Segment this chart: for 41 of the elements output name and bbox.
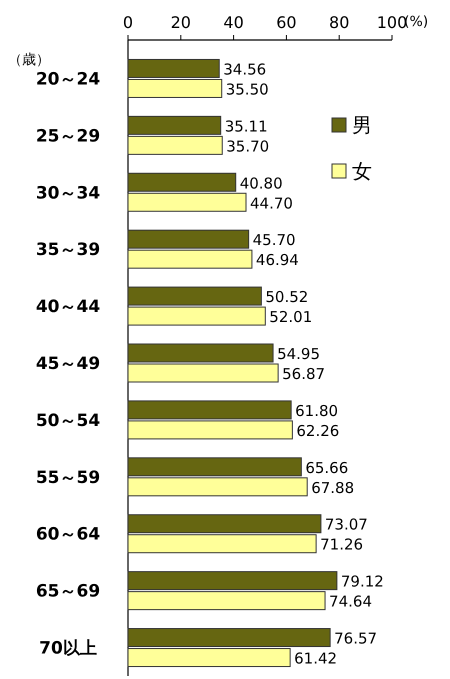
data-label: 61.80 (295, 402, 338, 420)
y-tick-label: 40～44 (36, 297, 100, 318)
data-label: 73.07 (324, 516, 368, 534)
y-tick-label: 60～64 (36, 524, 100, 545)
x-tick-label: 40 (223, 13, 244, 32)
x-tick-label: 60 (276, 13, 297, 32)
data-label: 35.11 (224, 117, 268, 136)
legend-label: 男 (352, 113, 372, 137)
data-label: 46.94 (256, 251, 299, 270)
data-label: 35.70 (226, 137, 270, 156)
data-label: 79.12 (340, 572, 384, 591)
y-tick-label: 45～49 (36, 354, 100, 374)
data-label: 52.01 (269, 308, 312, 326)
x-tick-label: 20 (170, 13, 191, 32)
y-tick-label: 50～54 (36, 410, 100, 431)
y-tick-label: 35～39 (36, 240, 100, 260)
data-label: 76.57 (334, 630, 378, 648)
y-tick-label: 55～59 (36, 468, 100, 488)
y-tick-label: 20～24 (36, 69, 100, 90)
data-label: 62.26 (296, 422, 340, 440)
data-label: 67.88 (311, 478, 354, 497)
y-tick-label: 65～69 (36, 582, 100, 602)
data-label: 61.42 (294, 650, 338, 668)
data-label: 54.95 (277, 345, 320, 363)
data-label: 56.87 (282, 365, 326, 383)
data-label: 65.66 (305, 458, 348, 477)
x-tick-label: 0 (122, 13, 134, 32)
data-label: 50.52 (265, 288, 308, 306)
y-tick-label: 30～34 (36, 183, 100, 204)
data-label: 71.26 (320, 536, 364, 554)
data-label: 34.56 (223, 60, 266, 78)
data-label: 74.64 (329, 592, 372, 611)
data-label: 35.50 (226, 80, 269, 98)
y-axis-title: （歳） (8, 52, 50, 68)
data-label: 44.70 (250, 194, 293, 212)
data-label: 45.70 (252, 231, 296, 250)
data-label: 40.80 (240, 174, 283, 192)
legend-label: 女 (352, 159, 372, 183)
y-tick-label: 70以上 (39, 638, 97, 659)
y-tick-label: 25～29 (36, 126, 100, 146)
x-tick-label: 80 (329, 13, 350, 32)
